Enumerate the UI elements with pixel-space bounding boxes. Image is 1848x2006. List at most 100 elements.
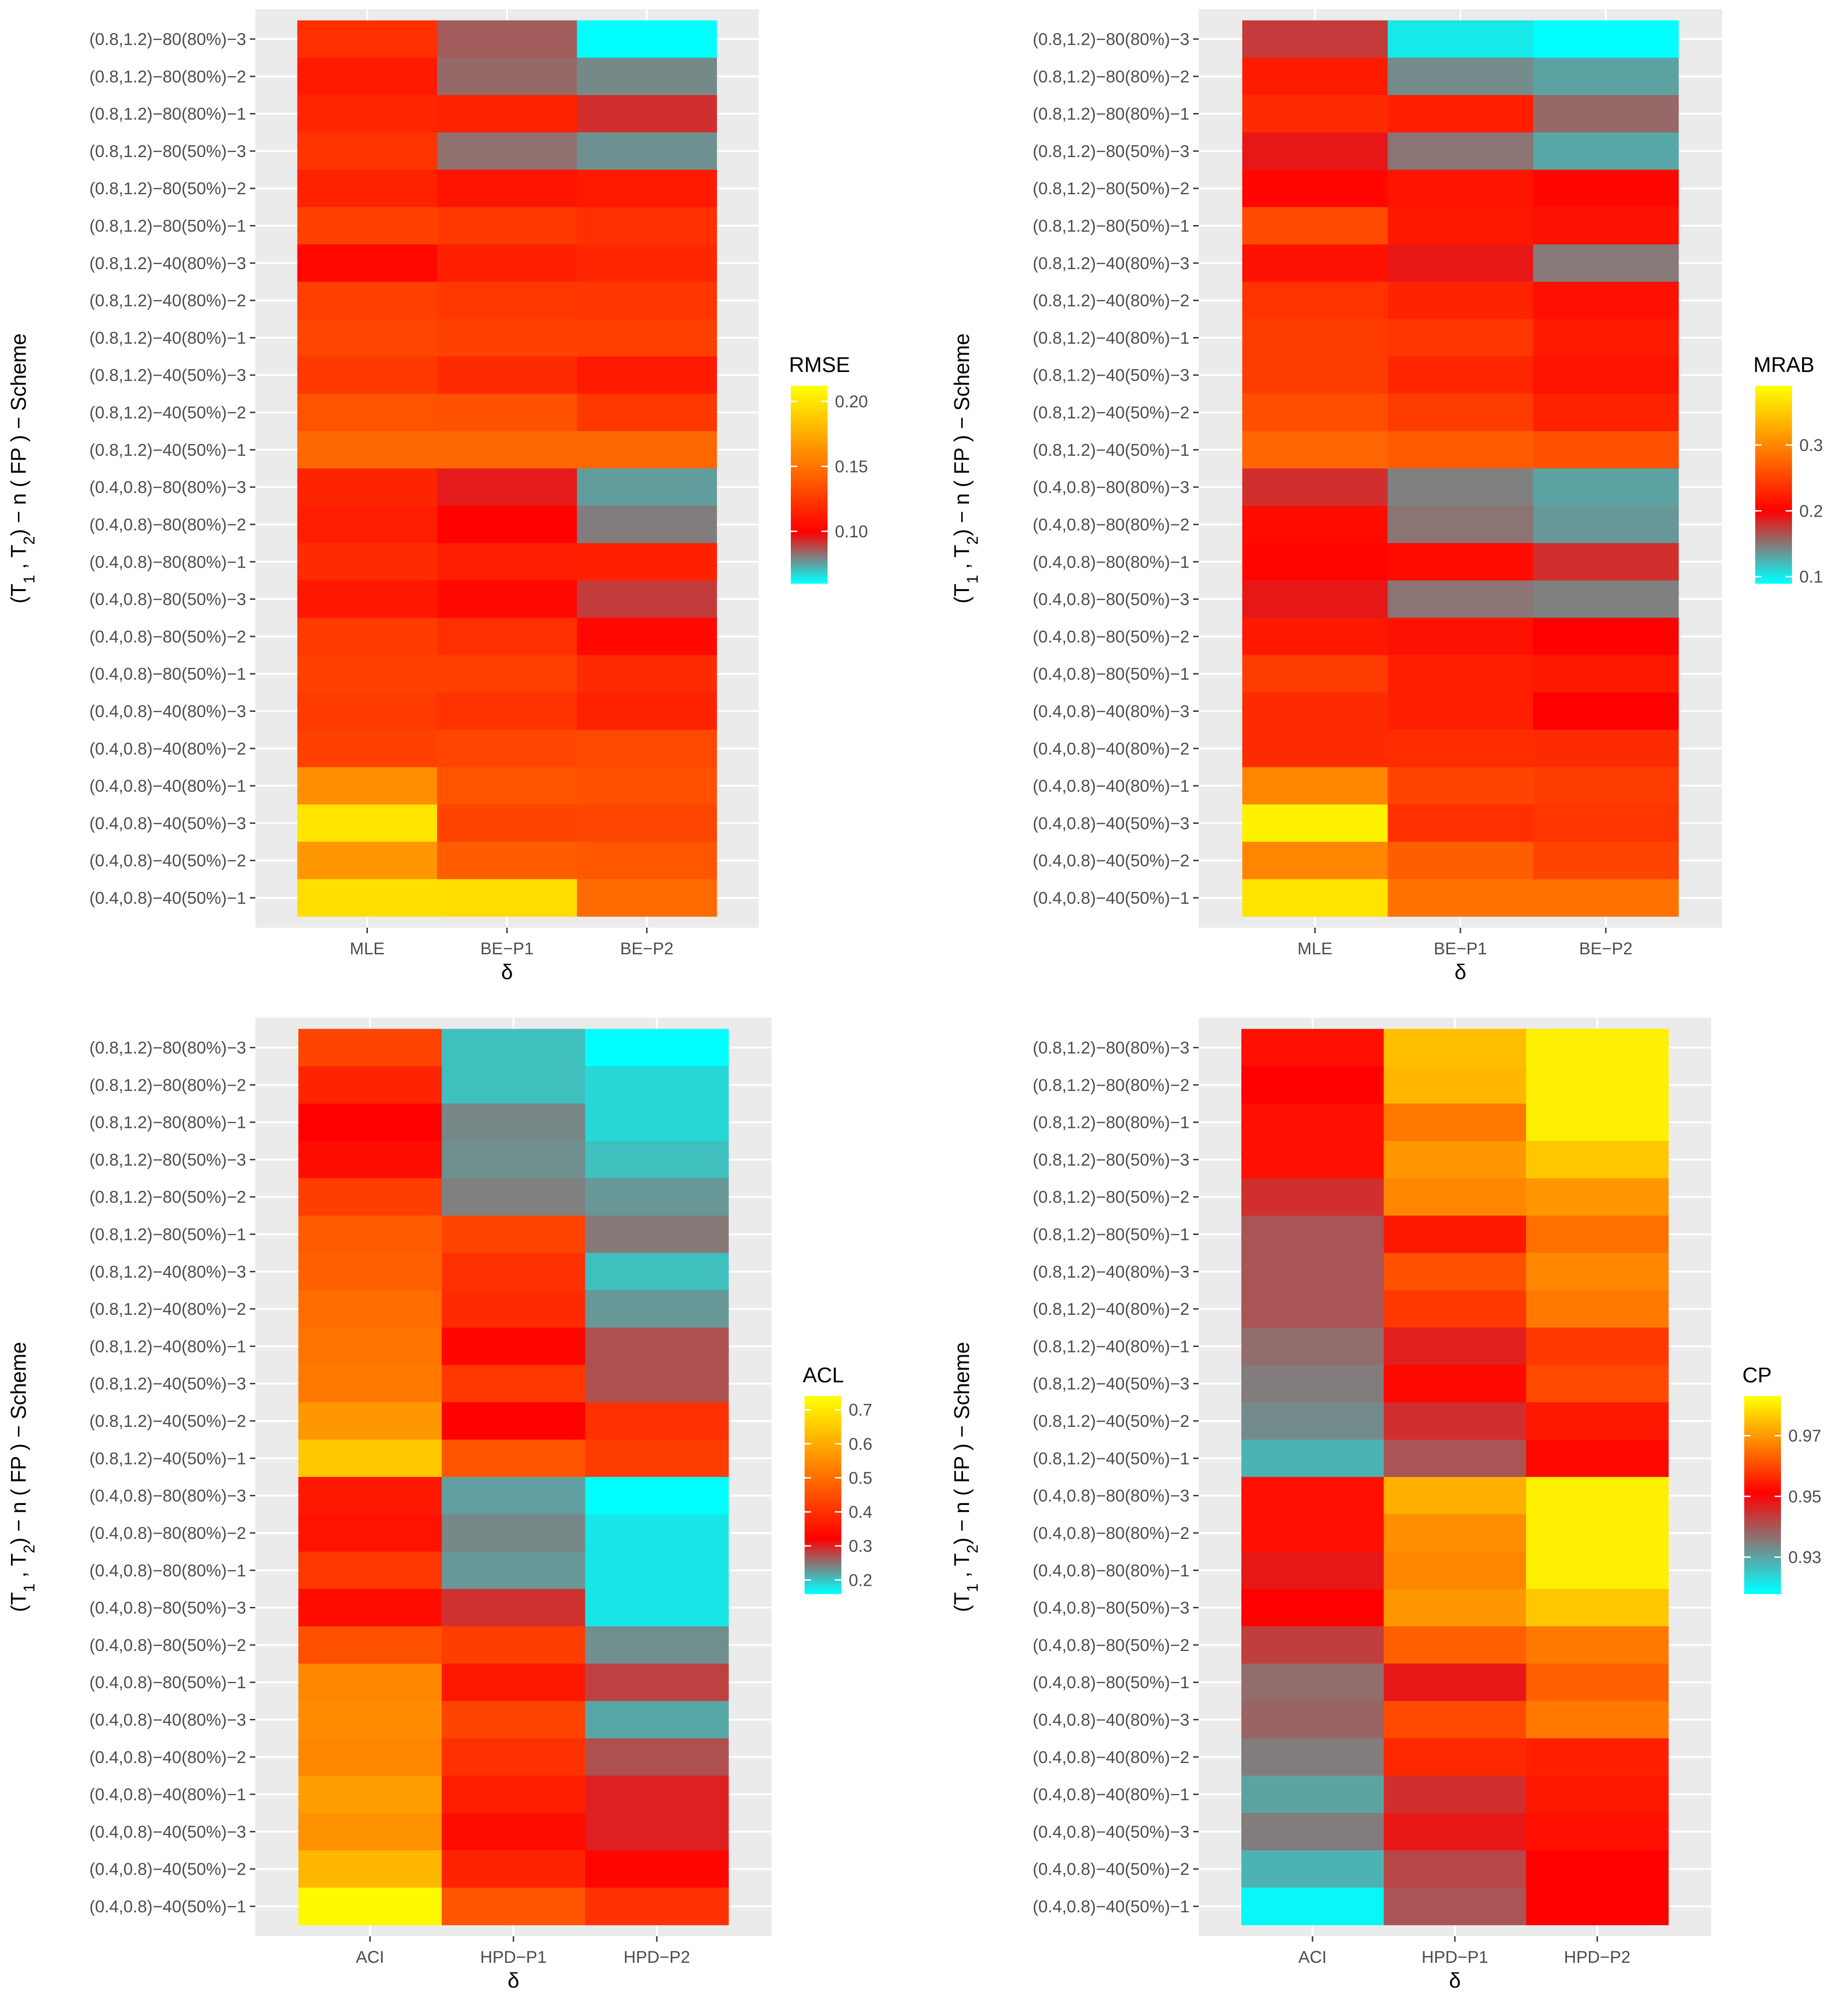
heatmap-cell	[1384, 1215, 1527, 1253]
legend-color-step	[1755, 394, 1792, 396]
legend-color-step	[805, 1440, 841, 1443]
y-tick-label: (0.4,0.8)−40(80%)−2	[90, 739, 246, 758]
legend-color-step	[791, 550, 828, 552]
legend-color-step	[1755, 432, 1792, 434]
y-tick-label: (0.8,1.2)−80(80%)−3	[90, 1038, 246, 1057]
heatmap-cell	[585, 1813, 729, 1851]
heatmap-cell	[577, 506, 717, 544]
legend-color-step	[805, 1463, 841, 1466]
heatmap-cell	[298, 1626, 442, 1664]
y-tick-label: (0.8,1.2)−80(50%)−1	[1033, 1225, 1189, 1244]
legend-color-step	[1744, 1496, 1781, 1499]
legend-color-step	[791, 409, 828, 411]
heatmap-cell	[1526, 1813, 1669, 1851]
legend-color-step	[791, 394, 828, 396]
legend-color-step	[805, 1554, 841, 1556]
heatmap-cell	[437, 804, 577, 842]
heatmap-cell	[437, 767, 577, 805]
legend-color-step	[805, 1555, 841, 1558]
heatmap-cell	[1384, 1439, 1527, 1477]
heatmap-cell	[1387, 730, 1533, 767]
legend-color-step	[1755, 481, 1792, 484]
heatmap-cell	[441, 1215, 586, 1253]
legend-color-step	[791, 527, 828, 530]
legend-color-step	[791, 539, 828, 541]
legend-color-step	[805, 1583, 841, 1586]
legend-color-step	[1755, 413, 1792, 416]
heatmap-cell	[577, 244, 717, 282]
legend-color-step	[1755, 580, 1792, 582]
heatmap-cell	[577, 57, 717, 96]
y-tick-label: (0.8,1.2)−40(50%)−3	[90, 366, 246, 385]
legend-color-step	[1755, 483, 1792, 485]
legend-title: ACL	[803, 1363, 844, 1387]
heatmap-cell	[1384, 1775, 1527, 1814]
heatmap-cell	[298, 1701, 442, 1739]
legend-color-step	[1755, 479, 1792, 482]
y-tick-label: (0.4,0.8)−40(50%)−2	[1033, 851, 1189, 870]
legend-color-step	[791, 511, 828, 513]
legend-color-step	[1744, 1493, 1781, 1495]
heatmap-cell	[585, 1738, 729, 1776]
heatmap-cell	[298, 1589, 442, 1627]
legend-color-step	[791, 529, 828, 531]
heatmap-cell	[1387, 767, 1533, 805]
heatmap-cell	[1533, 842, 1679, 879]
heatmap-cell	[441, 1701, 586, 1739]
heatmap-cell	[298, 1402, 442, 1440]
legend-color-step	[805, 1495, 841, 1497]
legend-color-step	[1744, 1401, 1781, 1403]
legend-color-step	[805, 1445, 841, 1448]
legend-color-step	[1755, 486, 1792, 489]
heatmap-cell	[437, 431, 577, 469]
legend-color-step	[805, 1420, 841, 1423]
legend-color-step	[1744, 1436, 1781, 1438]
heatmap-cell	[437, 394, 577, 432]
heatmap-cell	[298, 1850, 442, 1888]
heatmap-cell	[1242, 95, 1388, 133]
heatmap-cell	[1387, 506, 1533, 544]
legend-color-step	[1744, 1527, 1781, 1530]
legend-color-step	[805, 1471, 841, 1474]
legend-color-step	[1744, 1544, 1781, 1547]
legend-color-step	[1744, 1495, 1781, 1497]
legend-color-step	[791, 562, 828, 564]
legend-color-step	[1755, 501, 1792, 503]
legend-color-step	[805, 1480, 841, 1482]
heatmap-cell	[437, 468, 577, 506]
heatmap-cell	[297, 692, 438, 730]
heatmap-cell	[1384, 1365, 1527, 1403]
legend-color-step	[805, 1476, 841, 1479]
y-tick-label: (0.4,0.8)−80(50%)−3	[90, 590, 246, 609]
legend-color-step	[791, 456, 828, 459]
legend-color-step	[1744, 1529, 1781, 1532]
legend-color-step	[791, 496, 828, 498]
legend-color-step	[805, 1516, 841, 1519]
y-tick-label: (0.4,0.8)−40(80%)−1	[1033, 777, 1189, 795]
legend-color-step	[791, 534, 828, 536]
heatmap-cell	[298, 1253, 442, 1290]
legend-color-step	[1755, 441, 1792, 444]
legend-color-step	[1755, 410, 1792, 413]
heatmap-cell	[1526, 1253, 1669, 1290]
y-tick-label: (0.8,1.2)−80(80%)−1	[90, 105, 246, 124]
y-axis-title: (T1 , T2) − n ( FP ) − Scheme	[6, 1342, 38, 1612]
legend-color-step	[791, 542, 828, 544]
legend-tick-label: 0.95	[1788, 1487, 1821, 1506]
legend-color-step	[1744, 1504, 1781, 1507]
heatmap-cell	[1242, 319, 1388, 357]
legend-color-step	[1744, 1557, 1781, 1560]
y-tick-label: (0.4,0.8)−40(50%)−2	[1033, 1860, 1189, 1879]
heatmap-cell	[1533, 468, 1679, 506]
legend-color-step	[1755, 386, 1792, 388]
legend-color-step	[1744, 1467, 1781, 1469]
legend-tick-label: 0.10	[835, 522, 868, 541]
legend-color-step	[1755, 437, 1792, 439]
legend-color-step	[1755, 535, 1792, 538]
heatmap-cell	[437, 169, 577, 208]
heatmap-cell	[1526, 1029, 1669, 1067]
legend-color-step	[1744, 1427, 1781, 1430]
legend-color-step	[791, 402, 828, 405]
legend-color-step	[791, 520, 828, 523]
legend-color-step	[1744, 1590, 1781, 1593]
